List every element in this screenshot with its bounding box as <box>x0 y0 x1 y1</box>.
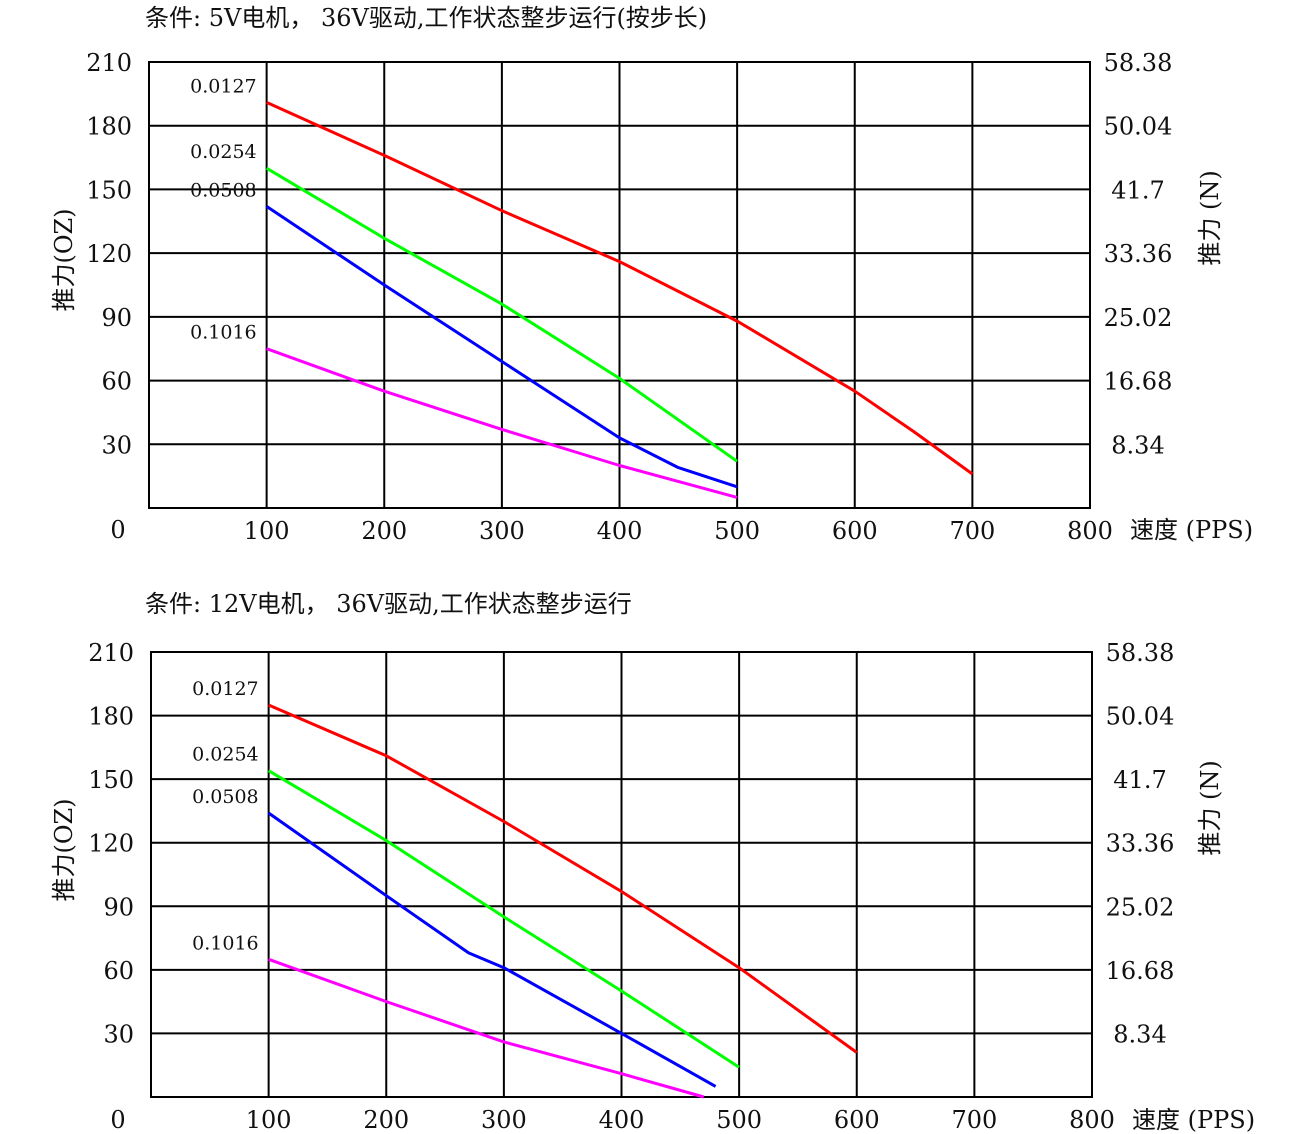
x-tick-label: 500 <box>714 517 760 545</box>
chart-panel-1: 条件: 5V电机， 36V驱动,工作状态整步运行(按步长) 100 200 300 4… <box>50 4 1253 545</box>
series-line-0.1016 <box>266 347 738 499</box>
series-line-0.0508 <box>267 811 717 1088</box>
y-right-tick-label: 50.04 <box>1104 113 1173 141</box>
x-tick-label: 600 <box>832 517 878 545</box>
chart-2-labels: 100 200 300 400 500 600 700 800 30 8.34 60 16.68 90 2… <box>88 639 1174 1134</box>
series-label: 0.0254 <box>192 744 258 766</box>
x-tick-label: 800 <box>1067 517 1113 545</box>
x-tick-label: 700 <box>951 1106 997 1134</box>
y-tick-label: 60 <box>103 957 134 985</box>
chart-2-zero-label: 0 <box>110 1106 125 1134</box>
series-label: 0.0254 <box>190 141 256 163</box>
series-label: 0.0127 <box>192 678 258 700</box>
x-tick-label: 300 <box>479 517 525 545</box>
x-tick-label: 100 <box>246 1106 292 1134</box>
series-line-0.0127 <box>265 101 974 476</box>
y-right-tick-label: 8.34 <box>1113 1020 1166 1048</box>
chart-1-left-axis-title: 推力(OZ) <box>50 208 78 311</box>
chart-2-right-axis-title: 推力 (N) <box>1196 760 1224 855</box>
series-line-0.0508 <box>265 205 738 489</box>
y-right-tick-label: 16.68 <box>1104 368 1173 396</box>
y-right-tick-label: 41.7 <box>1111 176 1164 204</box>
chart-1-curves <box>265 101 974 499</box>
chart-2-x-axis-title: 速度 (PPS) <box>1132 1106 1255 1134</box>
x-tick-label: 700 <box>949 517 995 545</box>
chart-1-x-axis-title: 速度 (PPS) <box>1130 516 1253 544</box>
chart-panel-2: 条件: 12V电机， 36V驱动,工作状态整步运行 100 200 300 400 50… <box>50 590 1255 1134</box>
chart-1-zero-label: 0 <box>110 516 125 544</box>
chart-2-condition: 条件: 12V电机， 36V驱动,工作状态整步运行 <box>145 590 632 618</box>
x-tick-label: 600 <box>834 1106 880 1134</box>
y-right-tick-label: 8.34 <box>1111 431 1164 459</box>
y-tick-label: 120 <box>86 240 132 268</box>
chart-2-left-axis-title: 推力(OZ) <box>50 798 78 901</box>
y-tick-label: 120 <box>88 830 134 858</box>
x-tick-label: 200 <box>363 1106 409 1134</box>
y-tick-label: 30 <box>103 1020 134 1048</box>
y-tick-label: 30 <box>101 431 132 459</box>
y-right-tick-label: 16.68 <box>1106 957 1175 985</box>
y-right-tick-label: 41.7 <box>1113 766 1166 794</box>
chart-1-right-axis-title: 推力 (N) <box>1196 170 1224 265</box>
series-label: 0.0127 <box>190 75 256 97</box>
y-tick-label: 210 <box>86 49 132 77</box>
series-line-0.0127 <box>268 703 858 1054</box>
series-label: 0.0508 <box>192 786 258 808</box>
series-label: 0.1016 <box>192 932 258 954</box>
y-tick-label: 150 <box>88 766 134 794</box>
chart-1-condition: 条件: 5V电机， 36V驱动,工作状态整步运行(按步长) <box>145 4 707 32</box>
x-tick-label: 300 <box>481 1106 527 1134</box>
x-tick-label: 400 <box>597 517 643 545</box>
x-tick-label: 100 <box>244 517 290 545</box>
x-tick-label: 400 <box>599 1106 645 1134</box>
x-tick-label: 200 <box>361 517 407 545</box>
y-right-tick-label: 50.04 <box>1106 703 1175 731</box>
y-tick-label: 150 <box>86 176 132 204</box>
y-tick-label: 210 <box>88 639 134 667</box>
series-line-0.0254 <box>265 166 738 463</box>
chart-1-grid <box>148 61 1091 509</box>
series-label: 0.1016 <box>190 322 256 344</box>
x-tick-label: 800 <box>1069 1106 1115 1134</box>
y-tick-label: 90 <box>103 893 134 921</box>
y-tick-label: 180 <box>86 113 132 141</box>
chart-2-grid <box>150 651 1093 1098</box>
series-label: 0.0508 <box>190 179 256 201</box>
series-line-0.0254 <box>267 769 740 1069</box>
y-right-tick-label: 58.38 <box>1106 639 1175 667</box>
y-right-tick-label: 33.36 <box>1106 830 1175 858</box>
y-tick-label: 60 <box>101 368 132 396</box>
y-right-tick-label: 33.36 <box>1104 240 1173 268</box>
chart-1-labels: 100 200 300 400 500 600 700 800 30 8.34 60 16.68 90 2… <box>86 49 1172 545</box>
y-tick-label: 180 <box>88 703 134 731</box>
y-tick-label: 90 <box>101 304 132 332</box>
x-tick-label: 500 <box>716 1106 762 1134</box>
series-line-0.1016 <box>268 957 705 1099</box>
y-right-tick-label: 25.02 <box>1104 304 1173 332</box>
y-right-tick-label: 58.38 <box>1104 49 1173 77</box>
y-right-tick-label: 25.02 <box>1106 893 1175 921</box>
chart-2-curves <box>267 703 858 1099</box>
